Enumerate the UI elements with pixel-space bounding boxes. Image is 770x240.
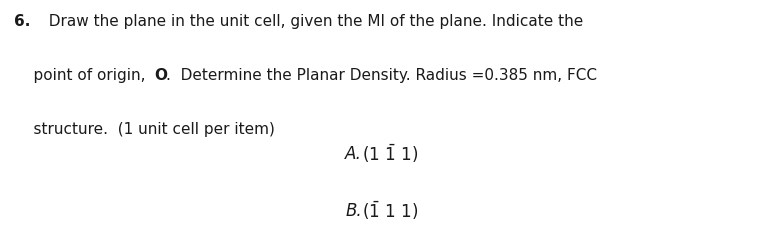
Text: .  Determine the Planar Density. Radius =0.385 nm, FCC: . Determine the Planar Density. Radius =…	[166, 68, 598, 84]
Text: O: O	[154, 68, 167, 84]
Text: structure.  (1 unit cell per item): structure. (1 unit cell per item)	[14, 122, 275, 137]
Text: $(1\ \bar{1}\ 1)$: $(1\ \bar{1}\ 1)$	[362, 142, 418, 165]
Text: A.: A.	[345, 144, 362, 163]
Text: $(\bar{1}\ 1\ 1)$: $(\bar{1}\ 1\ 1)$	[362, 200, 418, 222]
Text: 6.: 6.	[14, 14, 30, 30]
Text: point of origin,: point of origin,	[14, 68, 150, 84]
Text: Draw the plane in the unit cell, given the MI of the plane. Indicate the: Draw the plane in the unit cell, given t…	[39, 14, 584, 30]
Text: B.: B.	[345, 202, 362, 220]
